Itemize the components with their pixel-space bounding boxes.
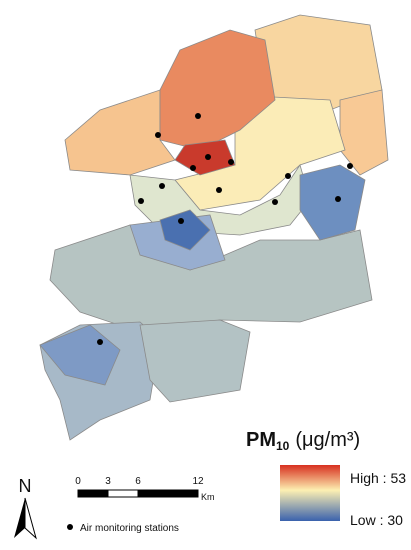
district [174, 139, 236, 176]
station [190, 165, 196, 171]
station [205, 154, 211, 160]
legend-title-sub: 10 [276, 439, 290, 453]
district [339, 89, 389, 176]
scale-label: 12 [192, 476, 204, 487]
station [335, 196, 341, 202]
legend-title-unit: (μg/m³) [295, 429, 360, 451]
scale-bar: 0 3 6 12 Km [75, 476, 214, 502]
station-legend-dot [67, 524, 73, 530]
station [285, 173, 291, 179]
legend-low: Low : 30 [350, 512, 403, 528]
scale-label: 0 [75, 476, 81, 487]
district [159, 209, 211, 251]
north-arrow-left [14, 498, 25, 538]
station [159, 183, 165, 189]
station [195, 113, 201, 119]
scale-label: 6 [135, 476, 141, 487]
station [138, 198, 144, 204]
north-arrow: N [14, 476, 37, 540]
district [139, 319, 251, 403]
scale-segment [77, 489, 109, 498]
north-label: N [19, 476, 32, 496]
color-ramp [280, 465, 340, 521]
district [159, 29, 276, 151]
districts [39, 14, 389, 441]
station [272, 199, 278, 205]
scale-unit: Km [201, 492, 215, 502]
legend-title-main: PM [246, 429, 276, 451]
station [97, 339, 103, 345]
scale-label: 3 [105, 476, 111, 487]
legend-high: High : 53 [350, 470, 406, 486]
district [299, 164, 366, 241]
station-legend-label: Air monitoring stations [80, 523, 179, 534]
scale-segment [107, 489, 139, 498]
scale-segment [137, 489, 199, 498]
station [228, 159, 234, 165]
north-arrow-right [24, 497, 37, 540]
station [347, 163, 353, 169]
legend-title: PM10 (μg/m³) [246, 429, 360, 453]
stations [97, 113, 353, 345]
station [216, 187, 222, 193]
station [178, 218, 184, 224]
district [64, 89, 176, 176]
station [155, 132, 161, 138]
